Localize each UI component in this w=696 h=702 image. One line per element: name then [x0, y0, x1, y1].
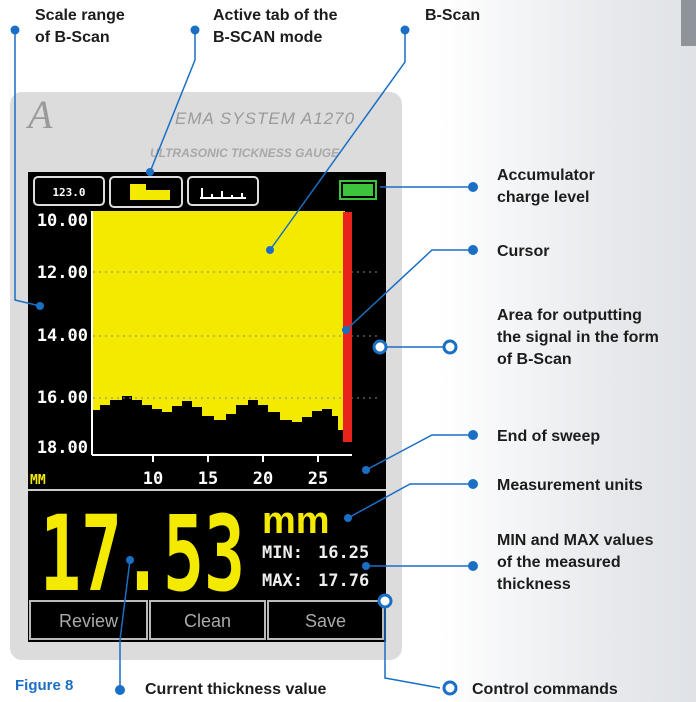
annotation: Current thickness value: [145, 681, 327, 698]
annotation: thickness: [497, 576, 571, 593]
logo: A: [25, 92, 53, 137]
annotation: charge level: [497, 189, 590, 206]
dot: [468, 245, 478, 255]
dot: [401, 26, 410, 35]
annotation: B-SCAN mode: [213, 29, 322, 46]
annotation: Scale range: [35, 7, 125, 24]
y-label: 10.00: [37, 211, 88, 231]
dot: [266, 246, 274, 254]
dot: [362, 562, 370, 570]
annotation: Area for outputting: [497, 307, 642, 324]
max-label: MAX:: [262, 571, 303, 591]
page: A EMA SYSTEM A1270 ULTRASONIC TICKNESS G…: [0, 0, 696, 702]
unit: mm: [262, 500, 330, 542]
annotation: the signal in the form: [497, 329, 659, 346]
annotation: Measurement units: [497, 477, 643, 494]
ring: [379, 595, 391, 607]
annotation: Cursor: [497, 243, 549, 260]
y-label: 14.00: [37, 326, 88, 346]
annotation: Control commands: [472, 681, 618, 698]
annotation: of B-Scan: [35, 29, 110, 46]
x-label: 20: [253, 469, 273, 489]
corner-bar: [681, 0, 696, 46]
max-value: 17.76: [318, 571, 369, 591]
button-label: Review: [59, 611, 119, 631]
y-label: 12.00: [37, 263, 88, 283]
dot: [191, 26, 200, 35]
annotation: Accumulator: [497, 167, 595, 184]
annotation: of B-Scan: [497, 351, 572, 368]
x-label: 25: [308, 469, 328, 489]
ring: [444, 682, 456, 694]
button-label: Save: [305, 611, 346, 631]
min-label: MIN:: [262, 543, 303, 563]
dot: [362, 466, 370, 474]
thickness-value: 17.53: [40, 493, 245, 615]
tab-label: 123.0: [52, 186, 85, 199]
unit-small: MM: [30, 473, 46, 488]
device-subtitle: ULTRASONIC TICKNESS GAUGE: [150, 146, 340, 160]
min-value: 16.25: [318, 543, 369, 563]
dot: [468, 430, 478, 440]
annotation: MIN and MAX values: [497, 532, 654, 549]
ring: [444, 341, 456, 353]
dot: [146, 168, 154, 176]
annotation: End of sweep: [497, 428, 600, 445]
dot: [468, 561, 478, 571]
annotation: B-Scan: [425, 7, 480, 24]
dot: [468, 182, 478, 192]
y-label: 16.00: [37, 388, 88, 408]
button-label: Clean: [184, 611, 231, 631]
dot: [342, 326, 350, 334]
annotation: of the measured: [497, 554, 621, 571]
dot: [468, 479, 478, 489]
dot: [344, 514, 352, 522]
figure-label: Figure 8: [15, 677, 73, 694]
annotation: Active tab of the: [213, 7, 338, 24]
ring: [374, 341, 386, 353]
x-label: 15: [198, 469, 218, 489]
dot: [36, 302, 44, 310]
x-label: 10: [143, 469, 163, 489]
dot: [126, 556, 134, 564]
battery-level: [343, 184, 373, 196]
dot: [11, 26, 20, 35]
y-label: 18.00: [37, 438, 88, 458]
device-brand: EMA SYSTEM A1270: [175, 109, 355, 128]
dot: [115, 685, 125, 695]
